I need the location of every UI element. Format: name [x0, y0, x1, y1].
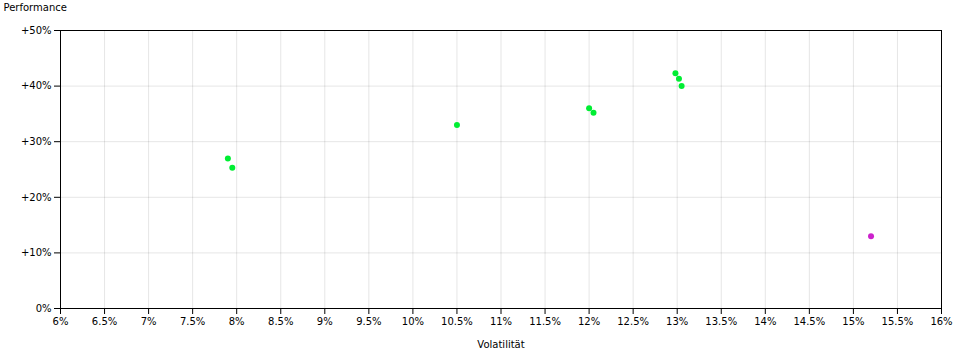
svg-text:13.5%: 13.5% — [705, 316, 737, 327]
svg-text:+20%: +20% — [21, 192, 52, 203]
svg-text:6.5%: 6.5% — [92, 316, 117, 327]
svg-text:+50%: +50% — [21, 25, 52, 36]
svg-text:14.5%: 14.5% — [793, 316, 825, 327]
svg-text:Performance: Performance — [4, 2, 67, 13]
svg-text:7.5%: 7.5% — [180, 316, 205, 327]
svg-text:10%: 10% — [402, 316, 424, 327]
svg-text:14%: 14% — [754, 316, 776, 327]
svg-text:8%: 8% — [229, 316, 245, 327]
svg-text:15%: 15% — [842, 316, 864, 327]
svg-text:12%: 12% — [578, 316, 600, 327]
svg-text:6%: 6% — [53, 316, 69, 327]
svg-text:11%: 11% — [490, 316, 512, 327]
svg-text:9.5%: 9.5% — [356, 316, 381, 327]
svg-text:12.5%: 12.5% — [617, 316, 649, 327]
svg-text:+30%: +30% — [21, 136, 52, 147]
svg-text:7%: 7% — [141, 316, 157, 327]
svg-text:13%: 13% — [666, 316, 688, 327]
svg-text:8.5%: 8.5% — [268, 316, 293, 327]
svg-text:0%: 0% — [36, 303, 52, 314]
svg-text:15.5%: 15.5% — [882, 316, 914, 327]
svg-text:+10%: +10% — [21, 247, 52, 258]
svg-text:+40%: +40% — [21, 80, 52, 91]
svg-text:11.5%: 11.5% — [529, 316, 561, 327]
svg-text:16%: 16% — [930, 316, 952, 327]
svg-text:10.5%: 10.5% — [441, 316, 473, 327]
svg-text:9%: 9% — [317, 316, 333, 327]
svg-text:Volatilität: Volatilität — [477, 339, 524, 350]
